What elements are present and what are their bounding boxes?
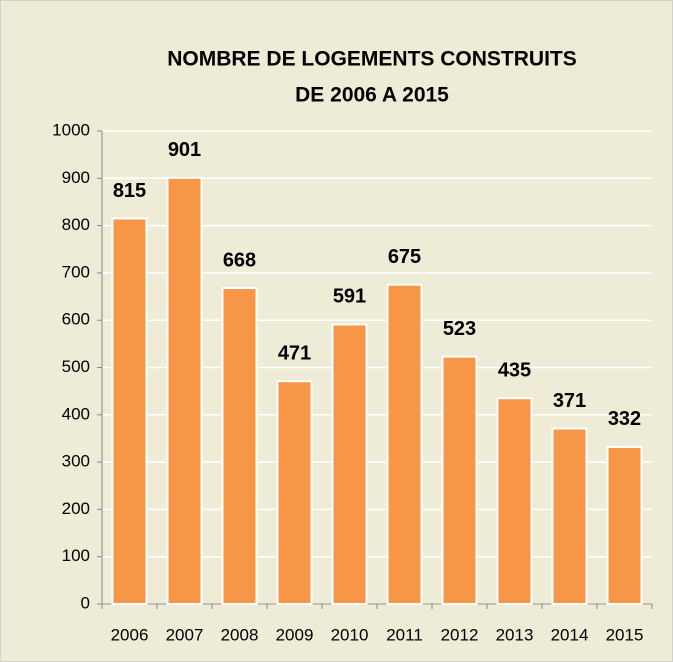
- data-label: 471: [278, 342, 311, 364]
- y-tick-label: 900: [62, 168, 90, 187]
- x-tick-label: 2011: [386, 625, 423, 644]
- y-tick-label: 600: [62, 310, 90, 329]
- x-tick-label: 2006: [111, 625, 149, 644]
- bar: [221, 287, 258, 605]
- x-tick-label: 2009: [276, 625, 314, 644]
- y-tick-label: 400: [62, 404, 90, 423]
- x-tick-label: 2013: [496, 625, 534, 644]
- y-tick-label: 200: [62, 499, 90, 518]
- data-label: 435: [498, 360, 531, 382]
- bar: [166, 176, 203, 605]
- y-tick-label: 1000: [52, 120, 90, 139]
- data-label: 675: [388, 246, 421, 268]
- bar: [386, 283, 423, 605]
- y-tick-label: 0: [81, 593, 90, 612]
- data-label: 668: [223, 249, 256, 271]
- bar: [606, 445, 643, 605]
- data-label: 901: [168, 139, 201, 161]
- bar: [111, 217, 148, 605]
- bar: [496, 397, 533, 605]
- bar: [331, 323, 368, 605]
- x-tick-label: 2012: [441, 625, 479, 644]
- x-tick-label: 2007: [166, 625, 204, 644]
- x-tick-label: 2008: [221, 625, 259, 644]
- bar: [551, 427, 588, 605]
- y-tick-label: 700: [62, 262, 90, 281]
- data-label: 371: [553, 390, 586, 412]
- chart-title: DE 2006 A 2015: [295, 84, 449, 107]
- y-tick-label: 800: [62, 215, 90, 234]
- x-tick-label: 2014: [551, 625, 589, 644]
- x-tick-label: 2015: [606, 625, 644, 644]
- data-label: 815: [113, 180, 146, 202]
- y-tick-label: 300: [62, 452, 90, 471]
- bar: [276, 380, 313, 606]
- y-tick-label: 100: [62, 546, 90, 565]
- chart-title: NOMBRE DE LOGEMENTS CONSTRUITS: [167, 48, 577, 71]
- bar: [441, 355, 478, 605]
- x-tick-label: 2010: [331, 625, 369, 644]
- data-label: 591: [333, 286, 366, 308]
- y-tick-label: 500: [62, 357, 90, 376]
- data-label: 332: [608, 408, 641, 430]
- data-label: 523: [443, 318, 476, 340]
